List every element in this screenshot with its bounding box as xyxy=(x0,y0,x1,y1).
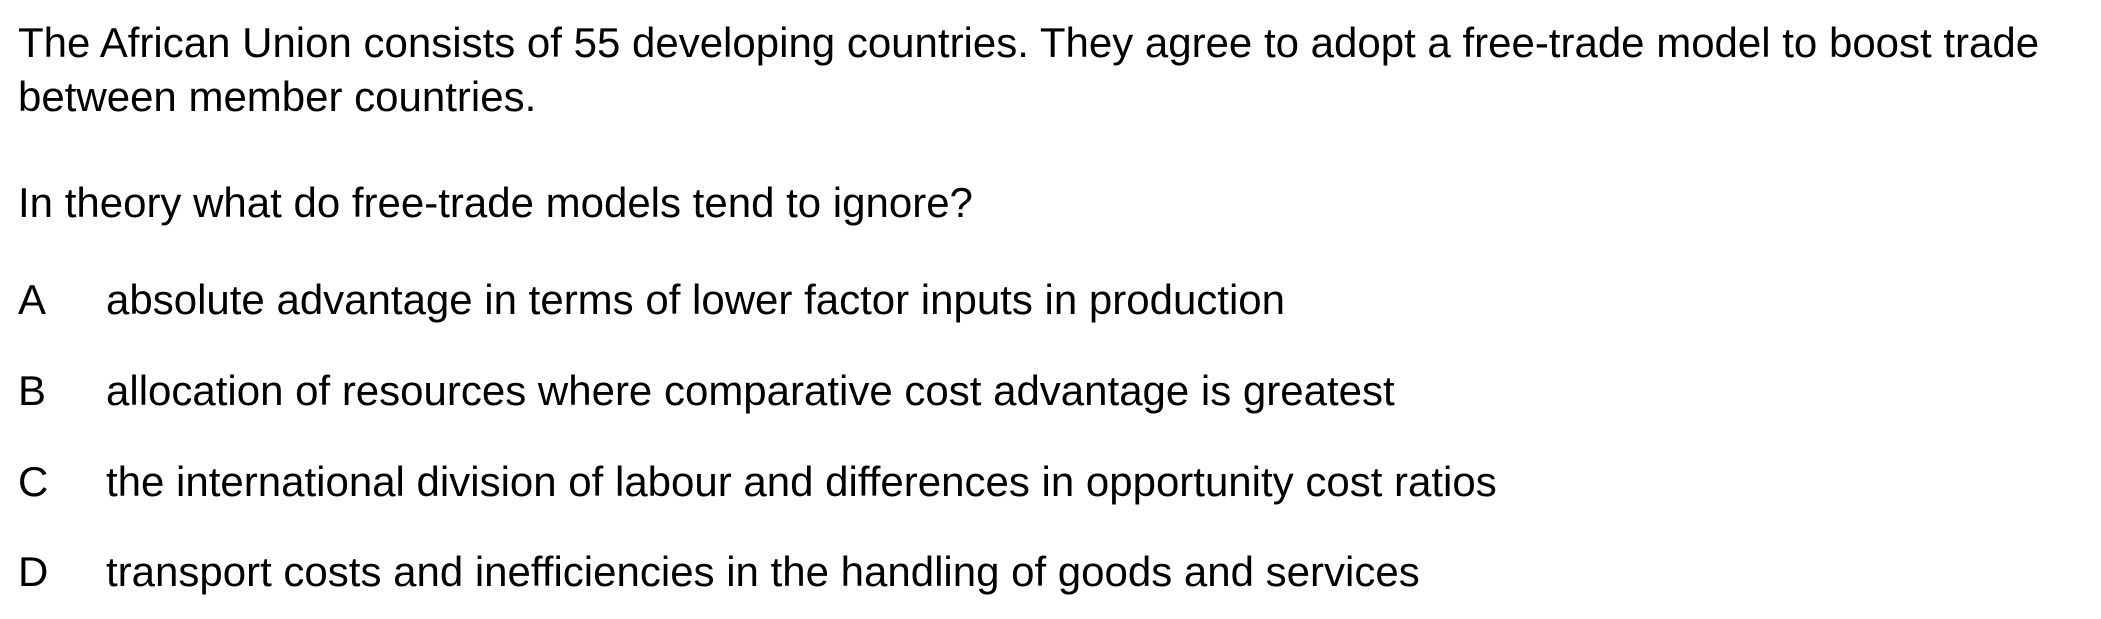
question-stem: The African Union consists of 55 develop… xyxy=(18,19,2040,120)
question-prompt: In theory what do free-trade models tend… xyxy=(18,179,973,226)
option-text: transport costs and inefficiencies in th… xyxy=(106,548,1420,595)
option-text: allocation of resources where comparativ… xyxy=(106,367,1395,414)
option-letter: B xyxy=(18,367,47,414)
option-letter: A xyxy=(18,276,47,323)
option-text: the international division of labour and… xyxy=(106,458,1497,505)
option-letter: D xyxy=(18,548,49,595)
option-text: absolute advantage in terms of lower fac… xyxy=(106,276,1286,323)
option-letter: C xyxy=(18,458,49,505)
